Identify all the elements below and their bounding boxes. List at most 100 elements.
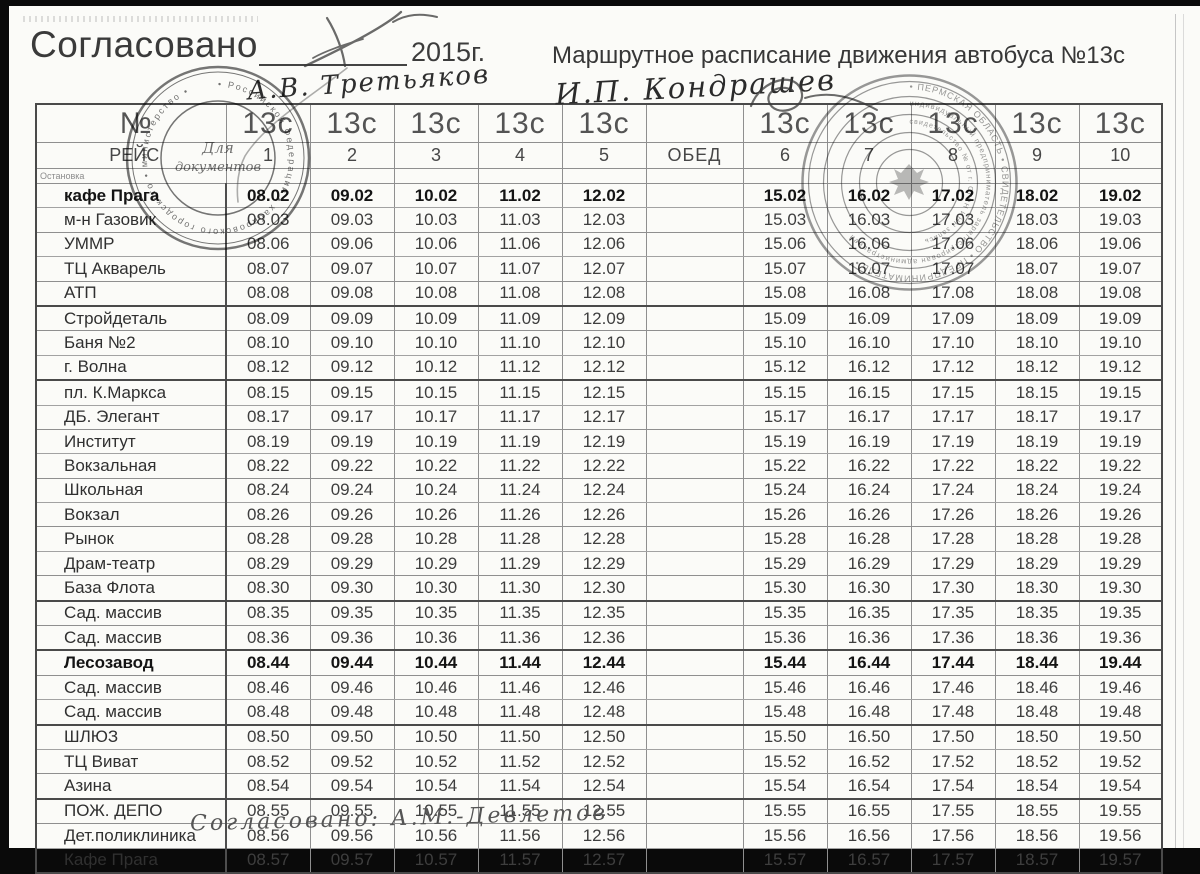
time-cell: 11.26 — [477, 502, 563, 528]
time-cell: 08.54 — [225, 773, 311, 800]
time-cell: 16.02 — [826, 182, 912, 209]
lunch-cell — [645, 231, 744, 258]
empty-caption-cell — [561, 168, 647, 184]
time-cell: 18.54 — [994, 773, 1080, 800]
time-cell: 19.19 — [1078, 428, 1163, 455]
lunch-cell — [645, 379, 744, 406]
time-cell: 17.48 — [910, 699, 996, 726]
table-row: УММР 08.06 09.06 10.06 11.06 12.06 15.06 16.06 1… — [35, 231, 1163, 258]
route-header-cell: 13с — [561, 103, 647, 143]
time-cell: 12.44 — [561, 649, 647, 676]
time-cell: 17.52 — [910, 748, 996, 775]
time-cell: 10.30 — [393, 575, 479, 602]
table-row: Сад. массив 08.35 09.35 10.35 11.35 12.35 15.3… — [35, 600, 1163, 627]
route-header-cell: 13с — [1078, 103, 1163, 143]
time-cell: 11.19 — [477, 428, 563, 455]
time-cell: 17.15 — [910, 379, 996, 406]
time-cell: 16.03 — [826, 207, 912, 233]
lunch-cell — [645, 502, 744, 528]
time-cell: 15.46 — [742, 674, 828, 701]
time-cell: 11.36 — [477, 625, 563, 652]
time-cell: 17.35 — [910, 600, 996, 627]
stop-name-cell: Вокзальная — [35, 453, 227, 479]
time-cell: 11.30 — [477, 575, 563, 602]
time-cell: 10.07 — [393, 256, 479, 282]
time-cell: 09.26 — [309, 502, 395, 528]
time-cell: 10.22 — [393, 453, 479, 479]
time-cell: 16.10 — [826, 330, 912, 356]
trip-number-cell: 3 — [393, 142, 479, 169]
time-cell: 15.28 — [742, 526, 828, 552]
signature-line — [259, 34, 407, 66]
time-cell: 18.24 — [994, 477, 1080, 504]
time-cell: 09.28 — [309, 526, 395, 552]
stop-name-cell: Школьная — [35, 477, 227, 504]
time-cell: 11.06 — [477, 231, 563, 258]
stop-name-cell: Стройдеталь — [35, 305, 227, 332]
route-header-row: № 13с 13с 13с 13с 13с 13с 13с 13с 13с 13с — [35, 103, 1163, 143]
time-cell: 16.57 — [826, 847, 912, 874]
time-cell: 17.56 — [910, 823, 996, 849]
page-title: Маршрутное расписание движения автобуса … — [552, 42, 1125, 69]
time-cell: 10.15 — [393, 379, 479, 406]
time-cell: 09.17 — [309, 404, 395, 430]
table-row: Сад. массив 08.48 09.48 10.48 11.48 12.48 15.4… — [35, 699, 1163, 726]
time-cell: 10.08 — [393, 280, 479, 307]
table-row: Сад. массив 08.36 09.36 10.36 11.36 12.36 15.3… — [35, 625, 1163, 652]
time-cell: 15.12 — [742, 354, 828, 382]
time-cell: 19.03 — [1078, 207, 1163, 233]
time-cell: 12.26 — [561, 502, 647, 528]
lunch-cell — [645, 823, 744, 849]
stop-name-cell: Вокзал — [35, 502, 227, 528]
time-cell: 08.29 — [225, 550, 311, 577]
time-cell: 18.30 — [994, 575, 1080, 602]
time-cell: 18.48 — [994, 699, 1080, 726]
stop-name-cell: Кафе Прага — [35, 847, 227, 874]
time-cell: 17.54 — [910, 773, 996, 800]
time-cell: 12.24 — [561, 477, 647, 504]
time-cell: 17.55 — [910, 798, 996, 825]
empty-caption-cell — [309, 168, 395, 184]
stop-caption-label: Остановка — [35, 168, 227, 184]
time-cell: 12.52 — [561, 748, 647, 775]
time-cell: 17.07 — [910, 256, 996, 282]
time-cell: 09.09 — [309, 305, 395, 332]
time-cell: 09.44 — [309, 649, 395, 676]
lunch-cell — [645, 773, 744, 800]
time-cell: 19.54 — [1078, 773, 1163, 800]
lunch-cell — [645, 280, 744, 307]
time-cell: 08.02 — [225, 182, 311, 209]
time-cell: 19.24 — [1078, 477, 1163, 504]
time-cell: 18.02 — [994, 182, 1080, 209]
stop-name-cell: ДБ. Элегант — [35, 404, 227, 430]
lunch-cell — [645, 526, 744, 552]
time-cell: 16.12 — [826, 354, 912, 382]
time-cell: 16.07 — [826, 256, 912, 282]
time-cell: 08.55 — [225, 798, 311, 825]
time-cell: 09.24 — [309, 477, 395, 504]
time-cell: 10.48 — [393, 699, 479, 726]
time-cell: 15.09 — [742, 305, 828, 332]
time-cell: 19.06 — [1078, 231, 1163, 258]
time-cell: 19.44 — [1078, 649, 1163, 676]
time-cell: 11.03 — [477, 207, 563, 233]
time-cell: 11.09 — [477, 305, 563, 332]
table-row: ДБ. Элегант 08.17 09.17 10.17 11.17 12.17 15.1… — [35, 404, 1163, 430]
time-cell: 08.09 — [225, 305, 311, 332]
time-cell: 09.54 — [309, 773, 395, 800]
time-cell: 18.08 — [994, 280, 1080, 307]
time-cell: 19.22 — [1078, 453, 1163, 479]
time-cell: 12.19 — [561, 428, 647, 455]
time-cell: 10.26 — [393, 502, 479, 528]
time-cell: 09.29 — [309, 550, 395, 577]
lunch-cell — [645, 477, 744, 504]
time-cell: 12.30 — [561, 575, 647, 602]
time-cell: 16.06 — [826, 231, 912, 258]
empty-caption-cell — [826, 168, 912, 184]
time-cell: 19.30 — [1078, 575, 1163, 602]
time-cell: 17.06 — [910, 231, 996, 258]
route-header-cell: 13с — [225, 103, 311, 143]
time-cell: 11.28 — [477, 526, 563, 552]
time-cell: 18.28 — [994, 526, 1080, 552]
time-cell: 12.06 — [561, 231, 647, 258]
